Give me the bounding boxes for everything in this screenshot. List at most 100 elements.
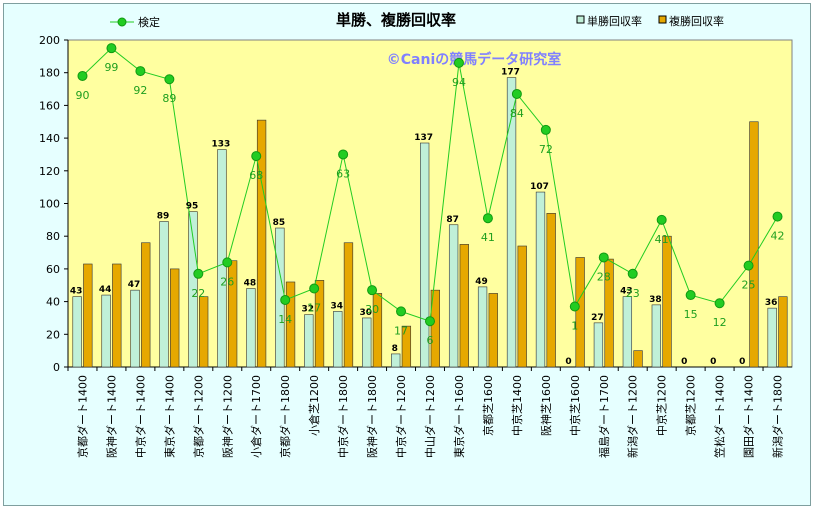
bar-label-tansho: 30 bbox=[359, 308, 372, 318]
bar-fukusho bbox=[227, 260, 238, 368]
bar-fukusho bbox=[778, 296, 788, 368]
bar-tansho bbox=[362, 317, 372, 368]
bar-label-tansho: 44 bbox=[99, 285, 112, 295]
kentei-point bbox=[309, 283, 320, 294]
bar-tansho bbox=[651, 304, 661, 368]
legend-label-bar1: 単勝回収率 bbox=[587, 14, 642, 28]
x-tick-label: 笠松ダート1400 bbox=[713, 375, 727, 458]
x-tick-label: 中京芝1200 bbox=[655, 375, 669, 436]
bar-fukusho bbox=[343, 242, 354, 368]
y-tick-label: 0 bbox=[53, 361, 60, 374]
bar-label-tansho: 36 bbox=[765, 298, 778, 308]
bar-fukusho bbox=[83, 263, 93, 368]
legend-label-line: 検定 bbox=[138, 15, 160, 29]
kentei-point bbox=[714, 298, 725, 309]
x-tick-label: 小倉芝1200 bbox=[307, 375, 321, 436]
line-series bbox=[77, 43, 783, 327]
bar-label-tansho: 0 bbox=[710, 357, 716, 367]
bar-fukusho bbox=[372, 293, 383, 368]
bar-tansho bbox=[448, 224, 459, 368]
bar-tansho bbox=[304, 314, 314, 368]
kentei-label: 63 bbox=[336, 167, 350, 180]
kentei-label: 17 bbox=[394, 324, 408, 337]
x-tick-label: 京都芝1600 bbox=[481, 375, 495, 436]
kentei-label: 6 bbox=[427, 334, 434, 347]
x-tick-label: 園田ダート1400 bbox=[742, 375, 756, 458]
kentei-label: 26 bbox=[220, 275, 234, 288]
kentei-point bbox=[425, 316, 435, 327]
kentei-label: 22 bbox=[191, 287, 205, 300]
bar-tansho bbox=[420, 142, 430, 368]
kentei-label: 28 bbox=[597, 270, 611, 283]
chart-title: 単勝、複勝回収率 bbox=[336, 11, 456, 29]
bar-label-tansho: 85 bbox=[273, 218, 286, 228]
kentei-point bbox=[598, 252, 609, 263]
y-tick-label: 120 bbox=[39, 165, 60, 178]
bar-tansho bbox=[188, 211, 198, 368]
bar-fukusho bbox=[517, 245, 527, 368]
y-tick-label: 100 bbox=[39, 198, 60, 211]
bar-fukusho bbox=[575, 257, 585, 368]
x-tick-label: 新潟ダート1800 bbox=[771, 375, 785, 458]
kentei-point bbox=[251, 151, 262, 162]
bar-label-tansho: 32 bbox=[302, 305, 315, 315]
bar-label-tansho: 34 bbox=[331, 301, 344, 311]
x-tick-label: 阪神ダート1200 bbox=[220, 375, 234, 458]
bar-label-tansho: 87 bbox=[446, 215, 459, 225]
chart-svg: 単勝、複勝回収率 ©Caniの競馬データ研究室 検定 単勝回収率 複勝回収率 0… bbox=[39, 11, 793, 458]
data-labels: 43 44 47 89 95 133 48 85 32 34 30 8 137 87 49 177 107 0 27… bbox=[70, 61, 785, 367]
bar-label-tansho: 0 bbox=[565, 357, 571, 367]
bar-tansho bbox=[506, 77, 517, 368]
bar-label-tansho: 0 bbox=[681, 357, 687, 367]
kentei-label: 30 bbox=[365, 303, 379, 316]
kentei-point bbox=[627, 268, 638, 279]
bar-tansho bbox=[477, 286, 488, 368]
x-tick-label: 阪神芝1600 bbox=[539, 375, 553, 436]
x-tick-label: 中京ダート1400 bbox=[133, 375, 147, 458]
kentei-label: 25 bbox=[742, 279, 756, 292]
kentei-point bbox=[135, 66, 146, 77]
bar-tansho bbox=[101, 294, 111, 368]
x-tick-label: 東京ダート1600 bbox=[452, 375, 466, 458]
bar-label-tansho: 8 bbox=[392, 344, 398, 354]
bar-fukusho bbox=[546, 213, 556, 368]
bar-label-tansho: 49 bbox=[475, 277, 488, 287]
x-tick-label: 福島ダート1700 bbox=[597, 375, 611, 458]
kentei-label: 14 bbox=[278, 313, 292, 326]
legend: 検定 単勝回収率 複勝回収率 bbox=[110, 14, 724, 29]
x-tick-label: 阪神ダート1400 bbox=[104, 375, 118, 458]
kentei-label: 72 bbox=[539, 143, 553, 156]
y-tick-label: 20 bbox=[46, 328, 60, 341]
bar-tansho bbox=[535, 191, 546, 368]
x-tick-label: 阪神ダート1800 bbox=[365, 375, 379, 458]
bar-fukusho bbox=[401, 325, 412, 368]
kentei-point bbox=[396, 306, 407, 317]
legend-swatch-bar1 bbox=[576, 15, 585, 24]
bar-tansho bbox=[130, 289, 140, 368]
bars bbox=[72, 77, 788, 368]
y-tick-label: 80 bbox=[46, 230, 60, 243]
bar-label-tansho: 43 bbox=[70, 287, 83, 297]
legend-swatch-marker bbox=[117, 17, 127, 27]
bar-tansho bbox=[333, 311, 343, 368]
kentei-point bbox=[569, 301, 580, 312]
bar-label-tansho: 48 bbox=[244, 279, 257, 289]
kentei-label: 94 bbox=[452, 76, 466, 89]
x-tick-label: 中京芝1600 bbox=[568, 375, 582, 436]
bar-fukusho bbox=[488, 293, 498, 368]
kentei-label: 23 bbox=[626, 287, 640, 300]
bar-label-tansho: 95 bbox=[186, 202, 199, 212]
kentei-point bbox=[280, 294, 291, 305]
bar-fukusho bbox=[604, 258, 614, 368]
kentei-label: 89 bbox=[162, 92, 176, 105]
kentei-point bbox=[482, 213, 493, 224]
bar-fukusho bbox=[430, 289, 440, 368]
bar-tansho bbox=[246, 288, 256, 368]
kentei-point bbox=[511, 88, 522, 99]
x-tick-label: 中京ダート1200 bbox=[394, 375, 408, 458]
x-tick-label: 京都ダート1800 bbox=[278, 375, 292, 458]
kentei-label: 68 bbox=[249, 169, 263, 182]
y-tick-label: 60 bbox=[46, 263, 60, 276]
bar-fukusho bbox=[633, 350, 643, 368]
bar-label-tansho: 137 bbox=[414, 133, 433, 143]
